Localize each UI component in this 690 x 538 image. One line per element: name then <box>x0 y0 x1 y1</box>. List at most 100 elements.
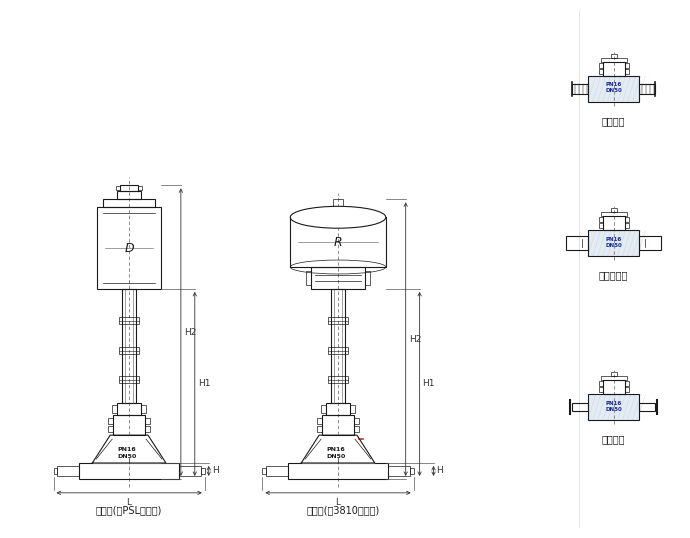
Text: H: H <box>437 466 443 476</box>
Bar <box>119 317 139 324</box>
Bar <box>201 468 205 474</box>
Bar <box>640 404 655 411</box>
Bar <box>601 377 627 380</box>
Bar <box>640 84 655 94</box>
Bar <box>588 230 640 256</box>
Bar <box>566 236 588 250</box>
Text: 对焊连接: 对焊连接 <box>602 434 625 444</box>
Bar <box>624 381 629 386</box>
Text: 承插焊连接: 承插焊连接 <box>599 270 629 280</box>
Bar <box>333 200 343 207</box>
Bar <box>120 186 138 192</box>
Text: PN16: PN16 <box>606 401 622 406</box>
Bar <box>599 69 602 74</box>
Text: L: L <box>335 498 341 507</box>
Bar <box>122 289 136 404</box>
Bar <box>410 468 413 474</box>
Text: R: R <box>334 236 342 249</box>
Bar <box>624 63 629 68</box>
Bar <box>311 267 365 289</box>
Bar <box>572 404 588 411</box>
Bar <box>599 63 602 68</box>
Bar <box>350 405 355 413</box>
Bar <box>113 415 145 435</box>
Text: DN50: DN50 <box>605 243 622 247</box>
Bar <box>145 418 150 424</box>
Polygon shape <box>302 435 375 463</box>
Bar <box>599 217 602 222</box>
Bar <box>624 217 629 222</box>
Bar <box>328 317 348 324</box>
Text: 螺纹连接: 螺纹连接 <box>602 116 625 126</box>
Text: DN50: DN50 <box>605 88 622 94</box>
Text: PN16: PN16 <box>606 237 622 242</box>
Bar <box>306 271 311 285</box>
Bar <box>599 381 602 386</box>
Text: DN50: DN50 <box>117 454 137 458</box>
Bar <box>599 223 602 228</box>
Bar <box>116 187 120 190</box>
Bar <box>602 216 624 230</box>
Bar <box>331 289 345 404</box>
Bar <box>602 62 624 76</box>
Bar <box>640 236 661 250</box>
Bar <box>141 405 146 413</box>
Bar <box>328 346 348 353</box>
Bar <box>108 418 113 424</box>
Polygon shape <box>92 435 166 463</box>
Bar <box>119 377 139 384</box>
Bar <box>119 346 139 353</box>
Bar <box>321 405 326 413</box>
Bar <box>322 415 354 435</box>
Bar <box>588 394 640 420</box>
Bar <box>266 466 288 476</box>
Text: H1: H1 <box>422 379 435 388</box>
Bar <box>288 463 388 479</box>
Bar <box>290 217 386 267</box>
Bar <box>179 466 201 476</box>
Bar <box>79 463 179 479</box>
Bar <box>108 426 113 432</box>
Bar <box>145 426 150 432</box>
Bar <box>611 208 617 213</box>
Text: PN16: PN16 <box>118 447 137 451</box>
Bar <box>624 223 629 228</box>
Bar <box>138 187 142 190</box>
Text: DN50: DN50 <box>605 407 622 412</box>
Text: H2: H2 <box>408 335 421 344</box>
Bar <box>601 213 627 216</box>
Bar <box>317 418 322 424</box>
Bar <box>588 76 640 102</box>
Bar <box>57 466 79 476</box>
Text: H2: H2 <box>184 328 196 337</box>
Bar <box>624 69 629 74</box>
Bar <box>572 84 588 94</box>
Text: H1: H1 <box>198 379 210 388</box>
Bar <box>599 387 602 392</box>
Bar <box>104 200 155 207</box>
Bar <box>588 394 640 420</box>
Text: 低温型(配PSL执行器): 低温型(配PSL执行器) <box>96 505 162 515</box>
Bar <box>262 468 266 474</box>
Bar <box>388 466 410 476</box>
Text: 低温型(配3810执行器): 低温型(配3810执行器) <box>306 505 380 515</box>
Text: L: L <box>127 498 132 507</box>
Bar <box>117 192 141 200</box>
Bar <box>354 418 359 424</box>
Ellipse shape <box>290 207 386 228</box>
Text: D: D <box>124 242 134 254</box>
Text: H: H <box>212 466 219 476</box>
Bar <box>611 54 617 58</box>
Bar <box>54 468 57 474</box>
Bar <box>117 404 141 415</box>
Bar <box>112 405 117 413</box>
Text: PN16: PN16 <box>606 82 622 88</box>
Text: DN50: DN50 <box>326 454 346 458</box>
Bar <box>611 372 617 377</box>
Bar <box>317 426 322 432</box>
Bar <box>97 207 161 289</box>
Bar <box>624 387 629 392</box>
Bar <box>588 230 640 256</box>
Bar <box>328 377 348 384</box>
Text: PN16: PN16 <box>326 447 346 451</box>
